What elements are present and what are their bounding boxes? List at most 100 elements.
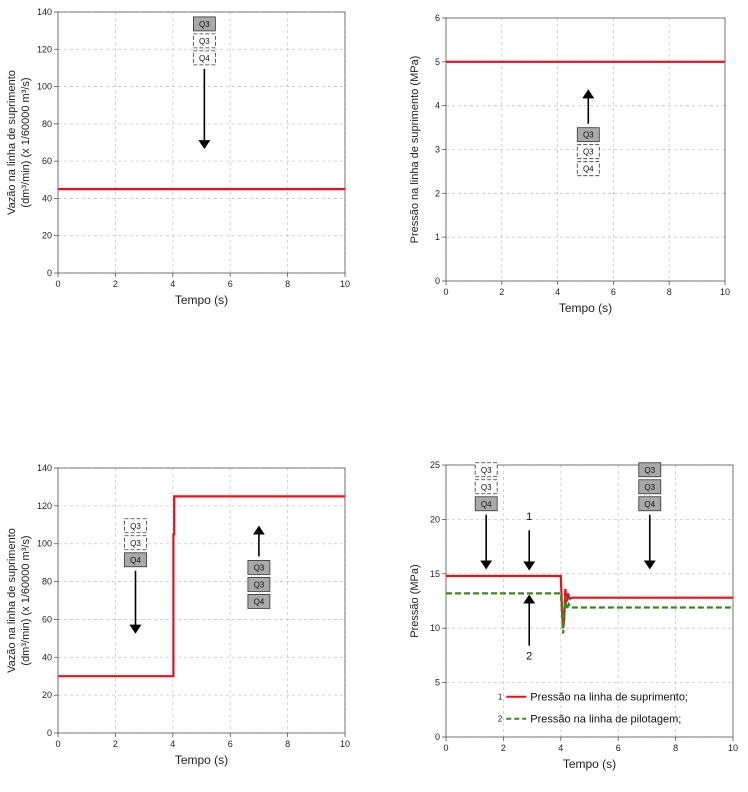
pointer-label: 1	[526, 511, 532, 523]
y-tick-label: 25	[430, 460, 440, 470]
x-tick-label: 10	[340, 279, 350, 289]
y-tick-label: 10	[430, 623, 440, 633]
series-line-1	[58, 495, 345, 678]
valve-label: Q4	[644, 500, 655, 509]
legend-marker: 2	[498, 715, 503, 724]
series-line-2	[446, 592, 733, 634]
valve-box	[124, 552, 147, 568]
valve-label: Q3	[199, 37, 210, 46]
x-tick-label: 10	[720, 287, 730, 297]
valve-annotation: Q3 Q3 Q4	[576, 89, 600, 177]
valve-label: Q3	[644, 466, 655, 475]
valve-annotation: Q3 Q3 Q4	[474, 462, 498, 570]
legend: 1 Pressão na linha de suprimento; 2 Pressão…	[498, 692, 688, 726]
y-tick-label: 15	[430, 569, 440, 579]
x-tick-label: 6	[228, 739, 233, 749]
x-axis-label: Tempo (s)	[175, 293, 228, 307]
plot-frame	[445, 464, 734, 738]
x-tick-label: 4	[558, 743, 563, 753]
y-tick-label: 2	[435, 188, 440, 198]
valve-box	[576, 144, 600, 160]
y-tick-label: 60	[42, 156, 52, 166]
y-tick-label: 100	[37, 82, 52, 92]
y-tick-label: 40	[42, 193, 52, 203]
chart-4: 0 2 4 6 8 10 0 5 10 15 20 25 Tempo (s) Pressão (MPa) Q…	[409, 460, 738, 771]
x-tick-label: 2	[113, 279, 118, 289]
x-axis-label: Tempo (s)	[175, 753, 228, 767]
y-tick-label: 60	[42, 614, 52, 624]
legend-marker: 1	[498, 693, 503, 702]
x-tick-label: 8	[285, 739, 290, 749]
valve-label: Q3	[254, 580, 265, 589]
x-tick-label: 8	[285, 279, 290, 289]
y-tick-label: 80	[42, 577, 52, 587]
y-tick-label: 140	[37, 463, 52, 473]
valve-box	[638, 479, 662, 495]
y-tick-label: 1	[435, 232, 440, 242]
x-tick-label: 10	[340, 739, 350, 749]
y-tick-label: 20	[42, 231, 52, 241]
x-axis-label: Tempo (s)	[563, 757, 616, 771]
x-tick-label: 0	[55, 739, 60, 749]
grid	[57, 467, 346, 734]
x-tick-label: 4	[555, 287, 560, 297]
valve-label: Q3	[481, 466, 492, 475]
valve-annotation: Q3 Q3 Q4	[124, 518, 147, 634]
valve-label: Q4	[130, 556, 141, 565]
chart-2: 0 2 4 6 8 10 0 1 2 3 4 5 6 Tempo (s) Pressão na linha …	[409, 13, 730, 315]
valve-box	[192, 33, 216, 49]
valve-box	[474, 462, 498, 478]
valve-label: Q3	[254, 563, 265, 572]
x-tick-label: 4	[170, 739, 175, 749]
valve-box	[247, 577, 271, 592]
legend-entry: Pressão na linha de pilotagem;	[530, 714, 681, 726]
x-tick-label: 4	[170, 279, 175, 289]
y-axis-label: Vazão na linha de suprimento	[6, 70, 18, 215]
y-tick-label: 0	[47, 268, 52, 278]
x-tick-label: 0	[55, 279, 60, 289]
valve-box	[247, 594, 271, 609]
x-tick-label: 8	[667, 287, 672, 297]
legend-entry: Pressão na linha de suprimento;	[530, 692, 688, 704]
y-axis-label: (dm³/min) (x 1/60000 m³/s)	[20, 535, 32, 665]
valve-annotation: Q3 Q3 Q4	[638, 462, 662, 570]
valve-box	[474, 479, 498, 495]
valve-label: Q3	[644, 483, 655, 492]
x-tick-label: 8	[673, 743, 678, 753]
valve-annotation: Q3 Q3 Q4	[192, 16, 216, 150]
valve-box	[124, 518, 147, 534]
x-tick-label: 0	[443, 287, 448, 297]
plot-frame	[57, 11, 346, 274]
plot-frame	[57, 467, 346, 734]
valve-label: Q3	[583, 131, 594, 140]
valve-box	[124, 535, 147, 551]
x-tick-label: 0	[443, 743, 448, 753]
y-tick-label: 3	[435, 145, 440, 155]
x-tick-label: 2	[499, 287, 504, 297]
y-tick-label: 120	[37, 501, 52, 511]
series-line-1	[446, 574, 733, 629]
y-tick-label: 120	[37, 44, 52, 54]
y-tick-label: 0	[435, 732, 440, 742]
y-axis-label: Vazão na linha de suprimento	[6, 528, 18, 673]
series-pointer: 2	[523, 594, 536, 662]
valve-box	[192, 50, 216, 66]
y-tick-label: 20	[42, 690, 52, 700]
valve-box	[576, 127, 600, 143]
valve-box	[192, 16, 216, 32]
x-tick-label: 2	[501, 743, 506, 753]
y-tick-label: 40	[42, 652, 52, 662]
y-tick-label: 5	[435, 678, 440, 688]
x-tick-label: 6	[611, 287, 616, 297]
valve-label: Q3	[583, 148, 594, 157]
valve-label: Q3	[481, 483, 492, 492]
valve-box	[474, 496, 498, 512]
valve-label: Q4	[481, 500, 492, 509]
x-tick-label: 10	[728, 743, 738, 753]
y-axis-label: (dm³/min) (x 1/60000 m³/s)	[20, 77, 32, 207]
y-axis-label: Pressão (MPa)	[409, 564, 421, 637]
y-tick-label: 0	[435, 276, 440, 286]
valve-label: Q3	[130, 539, 141, 548]
